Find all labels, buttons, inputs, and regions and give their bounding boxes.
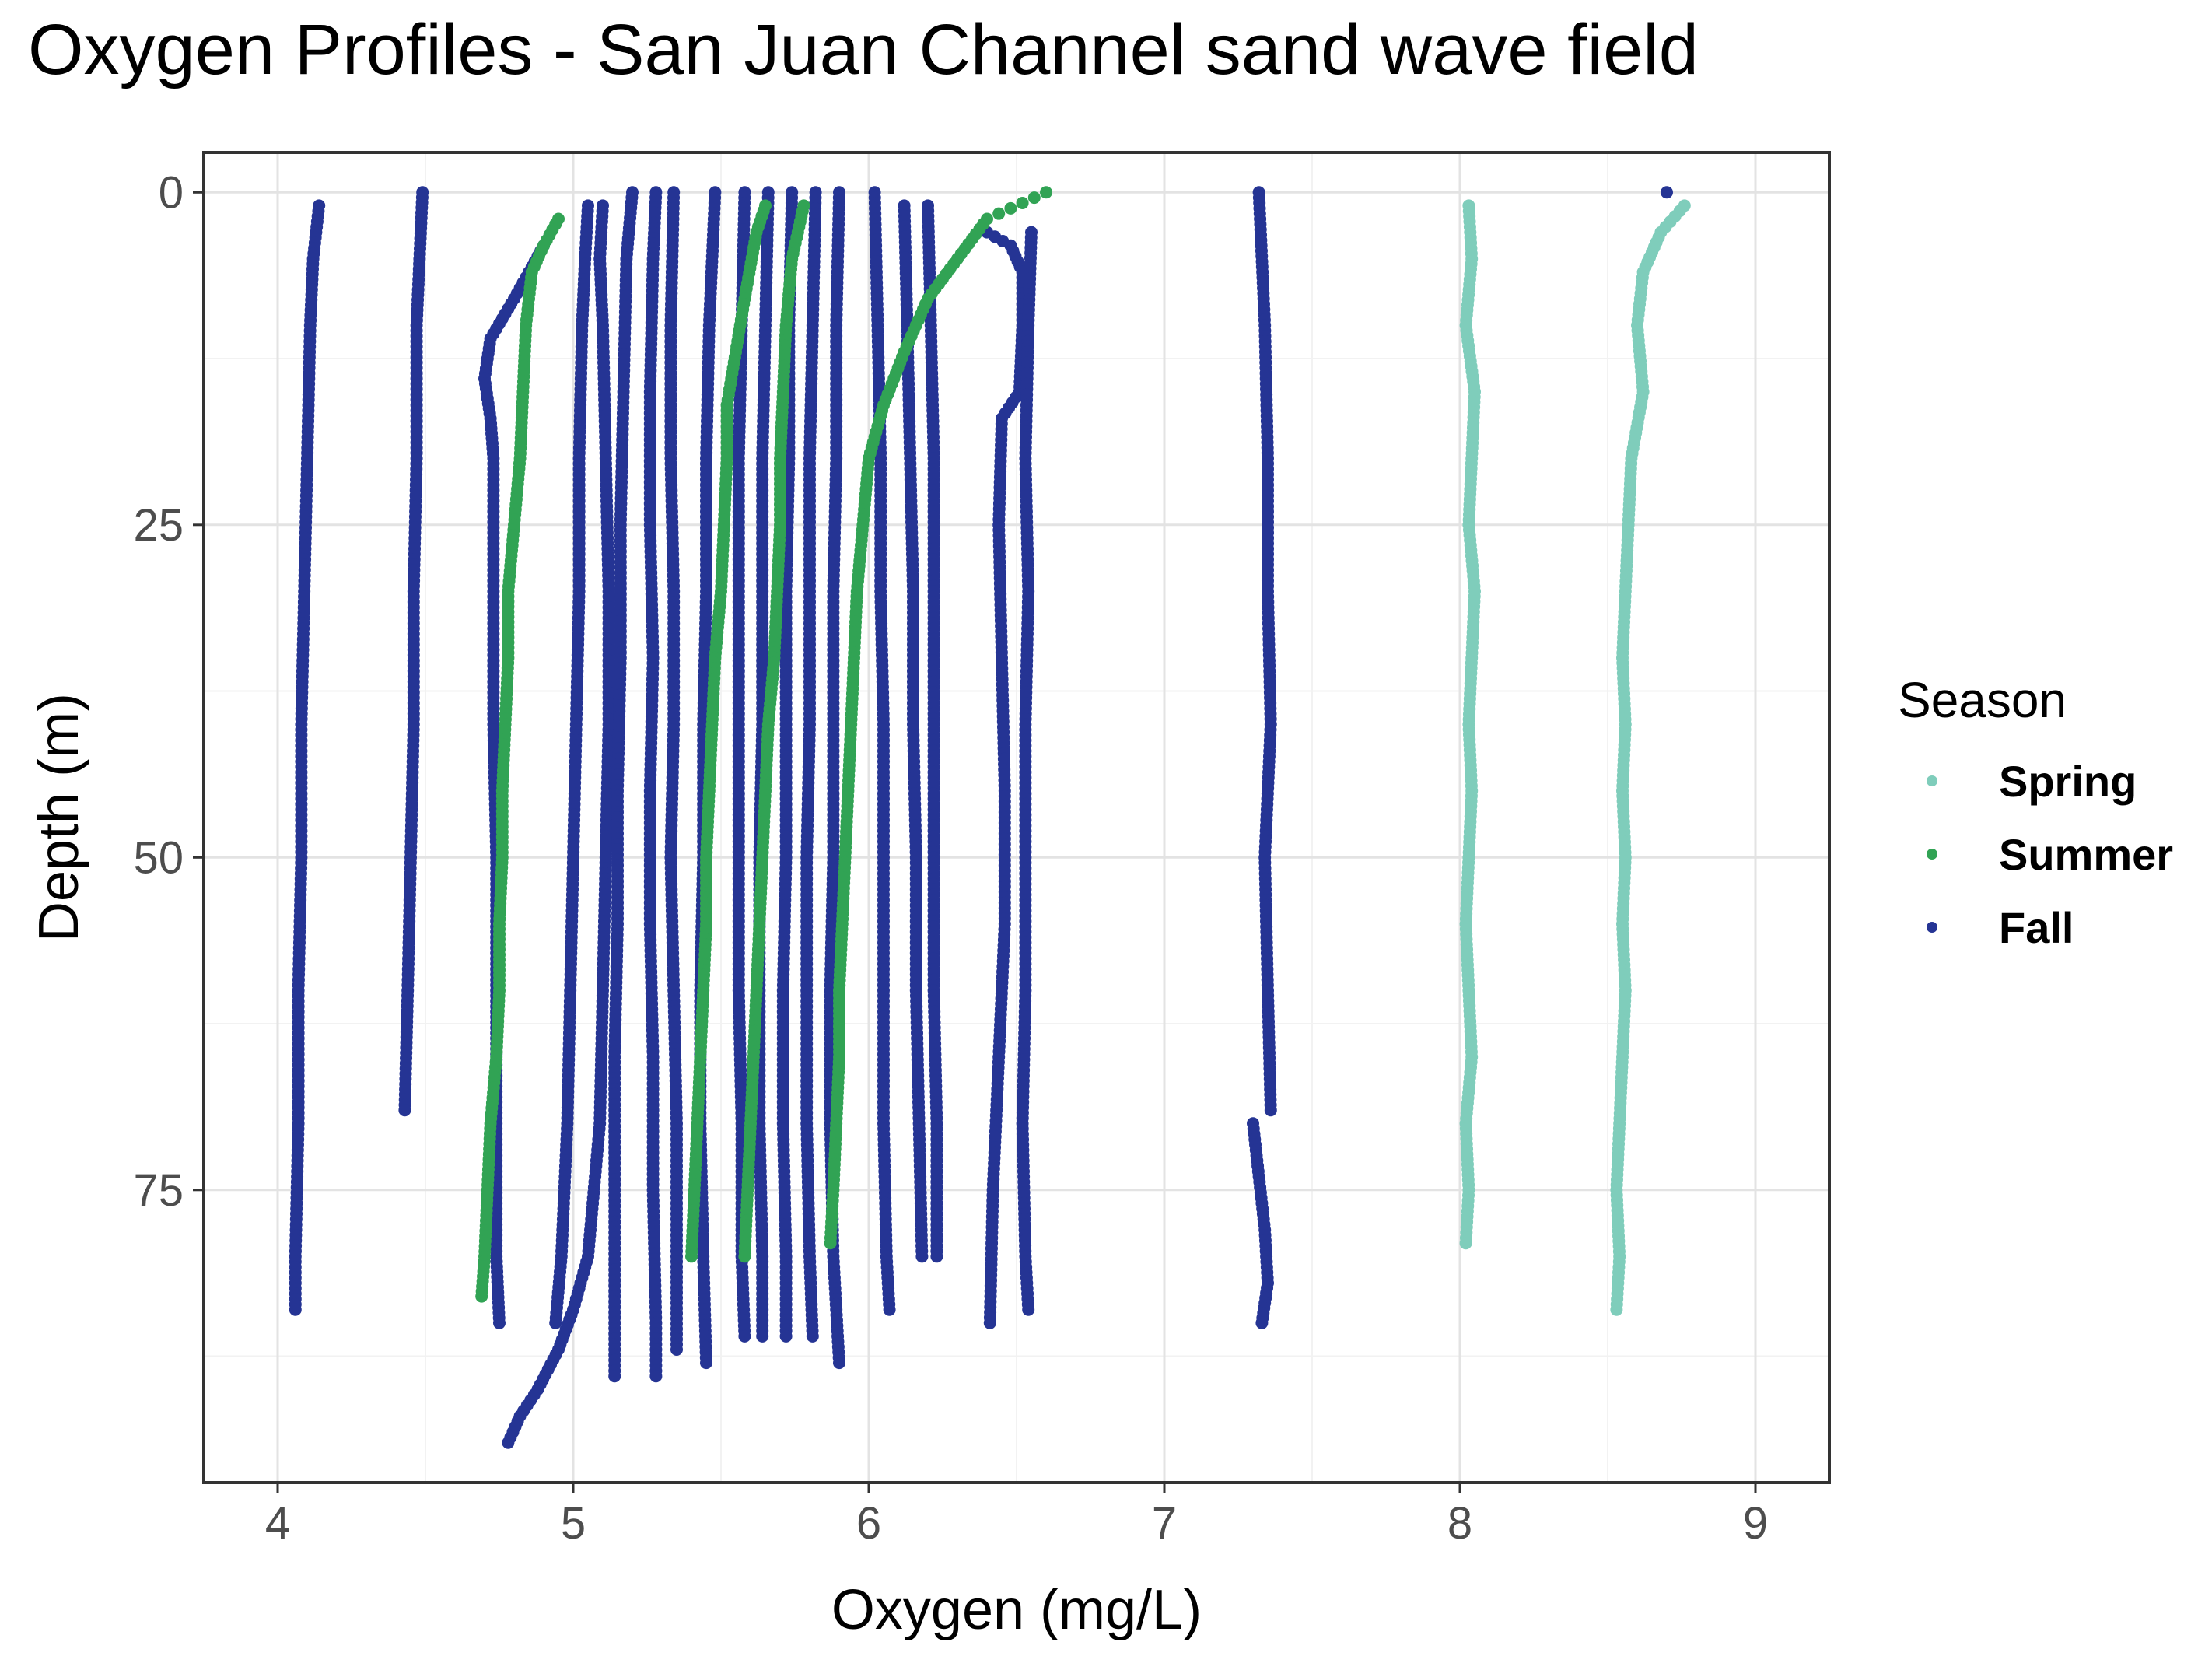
profile-fall-15 bbox=[868, 186, 896, 1316]
data-point bbox=[1027, 191, 1041, 205]
profile-fall-4 bbox=[502, 199, 615, 1449]
data-point bbox=[493, 1316, 506, 1329]
data-point bbox=[992, 207, 1006, 220]
profile-fall-13 bbox=[800, 186, 822, 1343]
data-point bbox=[475, 1290, 488, 1303]
data-point bbox=[1255, 1316, 1269, 1329]
profile-fall-2 bbox=[398, 186, 429, 1117]
data-point bbox=[1016, 196, 1029, 209]
data-point bbox=[608, 1370, 621, 1383]
data-point bbox=[502, 1436, 515, 1449]
profile-fall-5 bbox=[549, 199, 594, 1329]
profile-fall-8 bbox=[664, 186, 683, 1356]
data-point bbox=[289, 1303, 302, 1316]
data-point bbox=[779, 1329, 793, 1343]
data-point bbox=[883, 1303, 896, 1316]
data-point bbox=[833, 1357, 845, 1370]
data-point bbox=[1661, 186, 1673, 199]
profile-fall-7 bbox=[643, 186, 663, 1383]
profile-fall-1 bbox=[289, 199, 326, 1316]
profile-fall-22 bbox=[1661, 186, 1673, 199]
data-point bbox=[930, 1250, 943, 1263]
data-point bbox=[398, 1104, 411, 1117]
data-point bbox=[700, 1357, 712, 1370]
data-point bbox=[738, 1329, 751, 1343]
data-point bbox=[1004, 201, 1017, 215]
data-point bbox=[1022, 1303, 1035, 1316]
data-point bbox=[756, 1329, 769, 1343]
data-points bbox=[289, 186, 1691, 1449]
profile-fall-20 bbox=[1252, 186, 1277, 1117]
data-point bbox=[1040, 186, 1052, 199]
data-point bbox=[915, 1250, 929, 1263]
data-point bbox=[1264, 1104, 1277, 1117]
data-point bbox=[685, 1250, 698, 1263]
data-point bbox=[670, 1343, 683, 1356]
profile-fall-6 bbox=[608, 186, 639, 1383]
data-point bbox=[983, 1316, 996, 1329]
chart-title: Oxygen Profiles - San Juan Channel sand … bbox=[28, 10, 1699, 89]
data-point bbox=[738, 1250, 751, 1263]
data-point bbox=[806, 1329, 819, 1343]
data-point bbox=[549, 1316, 562, 1329]
data-point bbox=[649, 1370, 663, 1383]
profile-fall-21 bbox=[1247, 1117, 1274, 1329]
